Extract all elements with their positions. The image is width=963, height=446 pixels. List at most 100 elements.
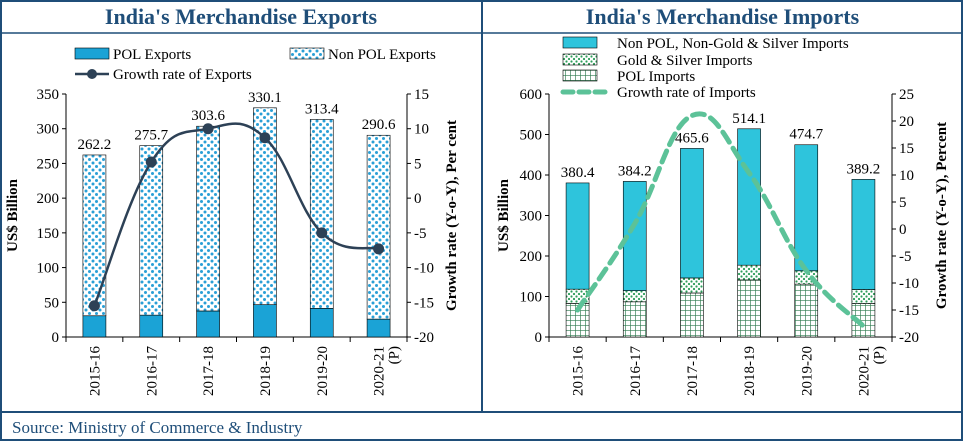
- bar-total-label: 290.6: [362, 117, 396, 133]
- imports-chart: 0100200300400500600-20-15-10-50510152025…: [496, 36, 950, 396]
- y-tick-label: 150: [37, 226, 60, 242]
- legend-label: Gold & Silver Imports: [617, 53, 753, 69]
- growth-line: [578, 114, 864, 326]
- legend-label: POL Imports: [617, 69, 695, 85]
- growth-point: [259, 132, 270, 143]
- y-axis-title: US$ Billion: [5, 178, 21, 252]
- y2-tick-label: -20: [414, 330, 434, 346]
- growth-point: [316, 227, 327, 238]
- bar-total-label: 275.7: [134, 128, 168, 144]
- bar-segment-gold-silver-imports: [680, 278, 703, 293]
- bar-segment-pol-imports: [738, 280, 761, 337]
- growth-point: [203, 123, 214, 134]
- bar-segment-pol-exports: [310, 308, 333, 337]
- bar-total-label: 389.2: [847, 161, 881, 177]
- bar-segment-pol-exports: [140, 315, 163, 337]
- legend-label: Growth rate of Exports: [113, 67, 252, 83]
- y2-tick-label: 15: [899, 141, 914, 157]
- y2-tick-label: 10: [899, 168, 914, 184]
- bar-segment-pol-imports: [623, 302, 646, 337]
- bar-total-label: 514.1: [732, 111, 766, 127]
- bar-total-label: 330.1: [248, 90, 282, 106]
- legend-label: Non POL Exports: [328, 47, 436, 63]
- y2-tick-label: -15: [414, 295, 434, 311]
- bar-total-label: 380.4: [561, 165, 595, 181]
- x-tick-label: 2020-21: [372, 346, 388, 396]
- bar-segment-pol-imports: [680, 293, 703, 337]
- x-tick-label: 2015-16: [571, 346, 587, 396]
- x-tick-label: 2017-18: [685, 346, 701, 396]
- y-tick-label: 200: [520, 249, 543, 265]
- bar-segment-pol-imports: [795, 284, 818, 337]
- growth-point: [373, 243, 384, 254]
- y-tick-label: 300: [37, 122, 60, 138]
- y-tick-label: 400: [520, 168, 543, 184]
- legend-swatch: [563, 54, 597, 65]
- y-tick-label: 500: [520, 128, 543, 144]
- source-note: Source: Ministry of Commerce & Industry: [12, 418, 302, 438]
- legend-swatch: [290, 48, 324, 59]
- bar-segment-gold-silver-imports: [738, 265, 761, 280]
- x-tick-label: 2019-20: [799, 346, 815, 396]
- legend-swatch: [563, 37, 597, 48]
- y-tick-label: 0: [535, 330, 543, 346]
- legend-label: POL Exports: [113, 47, 191, 63]
- x-tick-label: 2017-18: [201, 346, 217, 396]
- x-tick-label: 2020-21: [856, 346, 872, 396]
- y-tick-label: 600: [520, 87, 543, 103]
- bar-segment-non-pol-exports: [310, 119, 333, 308]
- bar-segment-non-pol-exports: [367, 135, 390, 319]
- x-tick-label-suffix: (P): [871, 346, 887, 364]
- bar-segment-pol-exports: [83, 316, 106, 337]
- y-tick-label: 250: [37, 156, 60, 172]
- bar-total-label: 313.4: [305, 101, 339, 117]
- y2-tick-label: 10: [414, 122, 429, 138]
- y2-axis-title: Growth rate (Y-o-Y), Per cent: [444, 120, 460, 311]
- legend-label: Non POL, Non-Gold & Silver Imports: [617, 36, 849, 52]
- legend-label: Growth rate of Imports: [617, 85, 756, 101]
- bar-total-label: 474.7: [789, 127, 823, 143]
- bar-total-label: 384.2: [618, 163, 652, 179]
- x-tick-label: 2018-19: [258, 346, 274, 396]
- y2-tick-label: 25: [899, 87, 914, 103]
- x-tick-label: 2019-20: [315, 346, 331, 396]
- y2-tick-label: -20: [899, 330, 919, 346]
- bar-segment-pol-exports: [197, 311, 220, 337]
- growth-line: [94, 124, 378, 306]
- x-tick-label: 2015-16: [87, 346, 103, 396]
- legend-marker: [87, 69, 97, 79]
- y-tick-label: 50: [44, 295, 59, 311]
- bar-segment-gold-silver-imports: [623, 291, 646, 302]
- bar-segment-non-pol-non-gold-silver-imports: [566, 183, 589, 289]
- x-tick-label: 2016-17: [144, 346, 160, 396]
- bar-segment-non-pol-non-gold-silver-imports: [738, 129, 761, 265]
- bar-segment-non-pol-exports: [83, 155, 106, 316]
- y2-axis-title: Growth rate (Y-o-Y), Percent: [934, 122, 950, 309]
- exports-panel-title: India's Merchandise Exports: [0, 3, 482, 30]
- exports-chart: 050100150200250300350-20-15-10-5051015US…: [5, 47, 460, 396]
- y2-tick-label: 0: [899, 222, 907, 238]
- growth-point: [146, 157, 157, 168]
- x-tick-label: 2016-17: [628, 346, 644, 396]
- legend-swatch: [75, 48, 109, 59]
- bar-segment-pol-exports: [253, 305, 276, 337]
- y-tick-label: 0: [52, 330, 60, 346]
- x-tick-label: 2018-19: [742, 346, 758, 396]
- bar-segment-non-pol-non-gold-silver-imports: [680, 148, 703, 278]
- y2-tick-label: 0: [414, 191, 422, 207]
- bar-total-label: 262.2: [78, 137, 112, 153]
- y-tick-label: 100: [37, 261, 60, 277]
- y2-tick-label: 20: [899, 114, 914, 130]
- bar-segment-non-pol-non-gold-silver-imports: [852, 179, 875, 289]
- x-tick-label-suffix: (P): [387, 346, 403, 364]
- y2-tick-label: -10: [414, 261, 434, 277]
- y2-tick-label: 5: [899, 195, 907, 211]
- bar-total-label: 303.6: [191, 108, 225, 124]
- y2-tick-label: -5: [899, 249, 912, 265]
- bar-segment-non-pol-exports: [197, 126, 220, 311]
- y-tick-label: 350: [37, 87, 60, 103]
- bar-segment-non-pol-exports: [140, 146, 163, 316]
- y2-tick-label: -15: [899, 303, 919, 319]
